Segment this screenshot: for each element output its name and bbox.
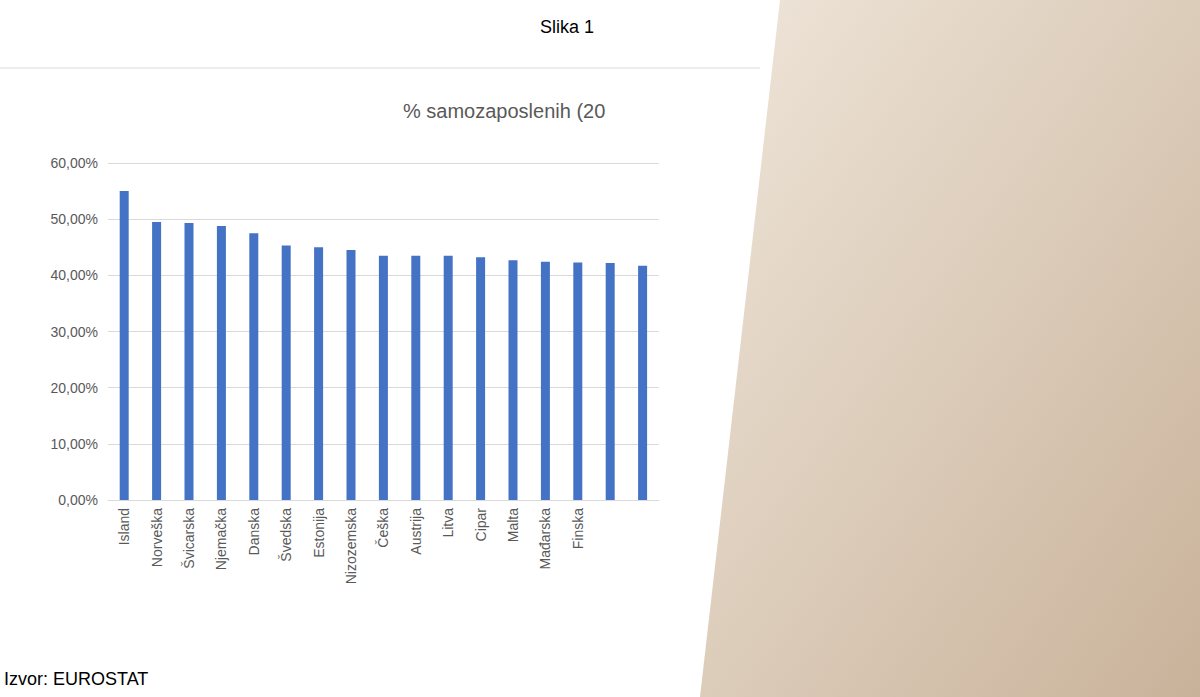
svg-text:10,00%: 10,00% <box>51 436 98 452</box>
svg-text:Njemačka: Njemačka <box>213 508 229 570</box>
svg-text:% samozaposlenih (20: % samozaposlenih (20 <box>403 100 605 122</box>
svg-text:20,00%: 20,00% <box>51 380 98 396</box>
svg-text:Slika 1: Slika 1 <box>540 17 594 37</box>
svg-text:Estonija: Estonija <box>311 508 327 558</box>
svg-text:50,00%: 50,00% <box>51 211 98 227</box>
svg-text:Malta: Malta <box>505 508 521 542</box>
svg-text:30,00%: 30,00% <box>51 324 98 340</box>
svg-text:40,00%: 40,00% <box>51 267 98 283</box>
svg-text:Danska: Danska <box>246 508 262 556</box>
svg-text:60,00%: 60,00% <box>51 155 98 171</box>
svg-text:Cipar: Cipar <box>473 508 489 542</box>
svg-text:Norveška: Norveška <box>149 508 165 567</box>
svg-text:Švicarska: Švicarska <box>181 508 197 569</box>
svg-text:Litva: Litva <box>440 508 456 538</box>
svg-text:Mađarska: Mađarska <box>537 508 553 570</box>
svg-text:Austrija: Austrija <box>408 508 424 555</box>
svg-text:0,00%: 0,00% <box>58 492 98 508</box>
svg-text:Nizozemska: Nizozemska <box>343 508 359 584</box>
svg-text:Island: Island <box>116 508 132 545</box>
svg-text:Češka: Češka <box>375 508 391 548</box>
svg-text:Finska: Finska <box>570 508 586 549</box>
svg-text:Izvor: EUROSTAT: Izvor: EUROSTAT <box>4 669 148 689</box>
svg-text:Švedska: Švedska <box>278 508 294 562</box>
